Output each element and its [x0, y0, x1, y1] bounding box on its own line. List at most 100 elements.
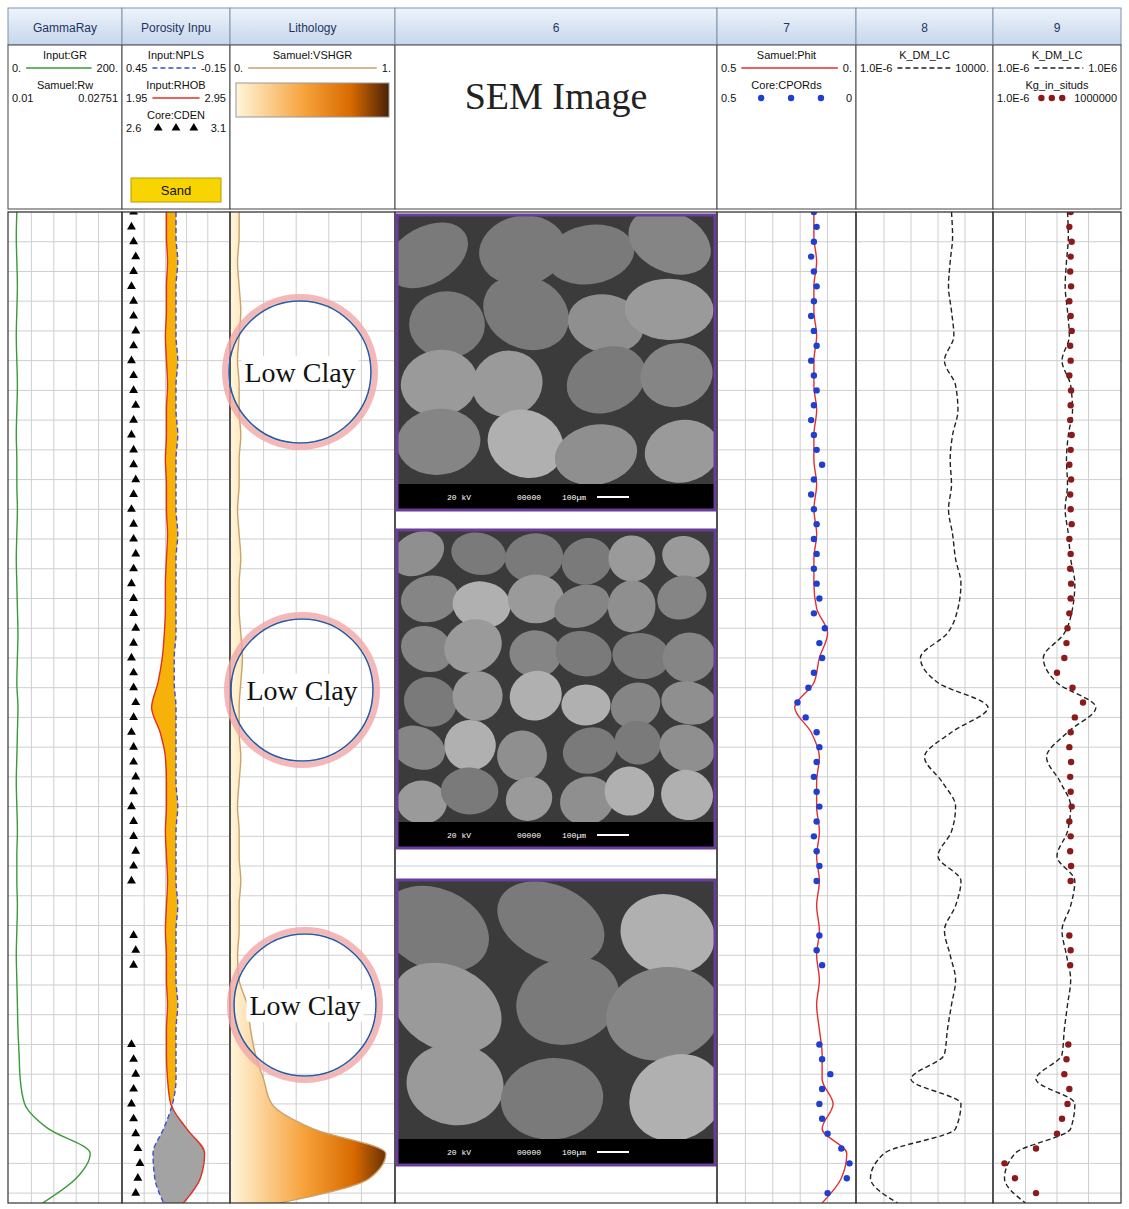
core-point [811, 833, 817, 839]
grid-line-h [856, 984, 993, 985]
core-point [1067, 417, 1073, 423]
grid-line-h [122, 687, 230, 688]
legend-marker [1049, 95, 1055, 101]
curves [127, 212, 205, 1203]
grid-line-h [856, 628, 993, 629]
scale-label: 3.1 [211, 122, 226, 134]
grid [230, 212, 395, 1203]
core-point [811, 268, 817, 274]
sem-frame [397, 880, 715, 1165]
grid-line-h [8, 836, 122, 837]
scale-label: 0.02751 [78, 92, 118, 104]
sem-grain [441, 716, 500, 774]
core-point [129, 534, 138, 542]
grid-line-h [856, 806, 993, 807]
grid-line-v [98, 212, 99, 1203]
grid-line-h [395, 1193, 717, 1194]
scale-label: 1000000 [1074, 92, 1117, 104]
track: LithologySamuel:VSHGR0.1. [230, 8, 395, 1203]
grid-line-h [856, 330, 993, 331]
grid-line-h [856, 301, 993, 302]
scale-label: 1.95 [126, 92, 147, 104]
core-point [824, 1130, 830, 1136]
core-point [1066, 818, 1072, 824]
core-point [136, 1158, 145, 1166]
sem-frame [397, 530, 715, 848]
scale-label: 0.5 [721, 62, 736, 74]
sem-caption: 100µm [562, 493, 586, 502]
curve-name: Samuel:Rw [37, 79, 93, 91]
legend-line [152, 67, 196, 68]
core-point [827, 1071, 833, 1077]
core-point [1068, 759, 1074, 765]
sem-scale-bar [597, 834, 629, 836]
log-display: GammaRayInput:GR0.200.Samuel:Rw0.010.027… [0, 0, 1129, 1209]
sem-caption: 100µm [562, 1148, 586, 1157]
grid-line-h [8, 925, 122, 926]
grid-line-v [965, 212, 966, 1203]
grid-line-h [717, 1103, 856, 1104]
sem-grain [598, 957, 715, 1071]
core-point [811, 610, 817, 616]
grid-line-h [122, 1103, 230, 1104]
core-point [131, 945, 140, 953]
core-point [1066, 932, 1072, 938]
grid-line-h [717, 509, 856, 510]
annotation-label: Low Clay [246, 675, 357, 706]
track-title-box [856, 8, 993, 45]
sem-grain [561, 684, 610, 725]
legend-marker [154, 123, 163, 131]
scale-label: 0.45 [126, 62, 147, 74]
grid-line-h [8, 390, 122, 391]
legend-marker [172, 123, 181, 131]
core-point [819, 462, 825, 468]
grid-line-v [1025, 212, 1026, 1203]
grid-line-v [800, 212, 801, 1203]
grid-line-h [717, 747, 856, 748]
grid-line-h [122, 657, 230, 658]
grid-line-h [230, 539, 395, 540]
track: 7Samuel:Phit0.50.Core:CPORds0.50 [717, 8, 856, 1203]
scale-label: -0.15 [201, 62, 226, 74]
grid-line-h [856, 539, 993, 540]
core-point [129, 445, 138, 453]
grid-line-h [717, 1014, 856, 1015]
core-point [813, 387, 819, 393]
core-point [1012, 1175, 1018, 1181]
core-point [129, 712, 138, 720]
core-point [1066, 462, 1072, 468]
core-point [1066, 224, 1072, 230]
annotation-glow [225, 297, 375, 447]
log-curve [871, 212, 988, 1203]
annotation-glow [227, 615, 377, 765]
core-point [811, 432, 817, 438]
core-point [813, 447, 819, 453]
sem-grain [497, 1054, 607, 1144]
sem-grain [499, 769, 560, 828]
grid-line-v [827, 212, 828, 1203]
log-curve [153, 212, 178, 1203]
core-point [131, 1188, 140, 1196]
grid-line-h [856, 866, 993, 867]
track-heading: SEM Image [465, 75, 648, 117]
grid-line-h [856, 1193, 993, 1194]
scale-label: 0.5 [721, 92, 736, 104]
core-point [808, 357, 814, 363]
sem-grain [624, 277, 715, 341]
vsh-fill [231, 212, 386, 1203]
grid-line-h [856, 598, 993, 599]
grid-line-h [8, 1133, 122, 1134]
grid-line-h [856, 1163, 993, 1164]
core-point [1063, 1056, 1069, 1062]
core-point [129, 960, 138, 968]
core-point [1067, 313, 1073, 319]
core-point [1068, 328, 1074, 334]
grid-line-h [717, 449, 856, 450]
grid-line-h [8, 628, 122, 629]
scale-label: 0.01 [12, 92, 33, 104]
sem-grain [549, 417, 642, 492]
core-point [1061, 655, 1067, 661]
crossover-fill [152, 212, 205, 1203]
core-point [1066, 1086, 1072, 1092]
scale-label: 2.6 [126, 122, 141, 134]
